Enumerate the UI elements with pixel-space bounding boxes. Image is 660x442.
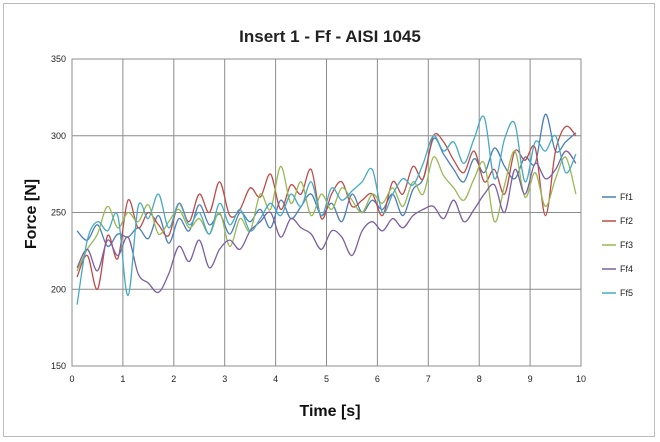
y-tick-label: 300 xyxy=(51,131,66,141)
legend-entry: Ff1 xyxy=(620,192,633,202)
line-chart: Insert 1 - Ff - AISI 1045 0 1 2 3 4 5 6 7 8 9 10 15… xyxy=(23,27,633,420)
x-tick-label: 9 xyxy=(528,374,533,384)
x-tick-label: 2 xyxy=(171,374,176,384)
y-tick-label: 200 xyxy=(51,284,66,294)
x-tick-label: 1 xyxy=(120,374,125,384)
y-axis-label: Force [N] xyxy=(23,179,40,249)
grid xyxy=(71,58,582,367)
x-tick-label: 7 xyxy=(426,374,431,384)
plot-area-border xyxy=(71,58,582,367)
x-tick-label: 3 xyxy=(222,374,227,384)
series-line-ff4 xyxy=(76,150,577,294)
y-tick-label: 150 xyxy=(51,361,66,371)
x-tick-label: 6 xyxy=(375,374,380,384)
x-tick-label: 0 xyxy=(69,374,74,384)
legend-entry: Ff2 xyxy=(620,216,633,226)
chart-frame: Insert 1 - Ff - AISI 1045 0 1 2 3 4 5 6 7 8 9 10 15… xyxy=(3,3,655,437)
x-tick-label: 4 xyxy=(273,374,278,384)
y-tick-label: 350 xyxy=(51,54,66,64)
series-line-ff5 xyxy=(76,115,577,305)
series-lines xyxy=(76,113,577,305)
chart-title: Insert 1 - Ff - AISI 1045 xyxy=(239,27,421,46)
x-tick-label: 8 xyxy=(477,374,482,384)
tick-labels: 0 1 2 3 4 5 6 7 8 9 10 150 200 250 300 350 xyxy=(51,54,586,384)
x-axis-label: Time [s] xyxy=(299,403,360,420)
legend: Ff1 Ff2 Ff3 Ff4 Ff5 xyxy=(602,192,633,298)
legend-entry: Ff3 xyxy=(620,240,633,250)
x-tick-label: 5 xyxy=(324,374,329,384)
legend-entry: Ff4 xyxy=(620,264,633,274)
legend-entry: Ff5 xyxy=(620,288,633,298)
x-tick-label: 10 xyxy=(576,374,586,384)
y-tick-label: 250 xyxy=(51,208,66,218)
